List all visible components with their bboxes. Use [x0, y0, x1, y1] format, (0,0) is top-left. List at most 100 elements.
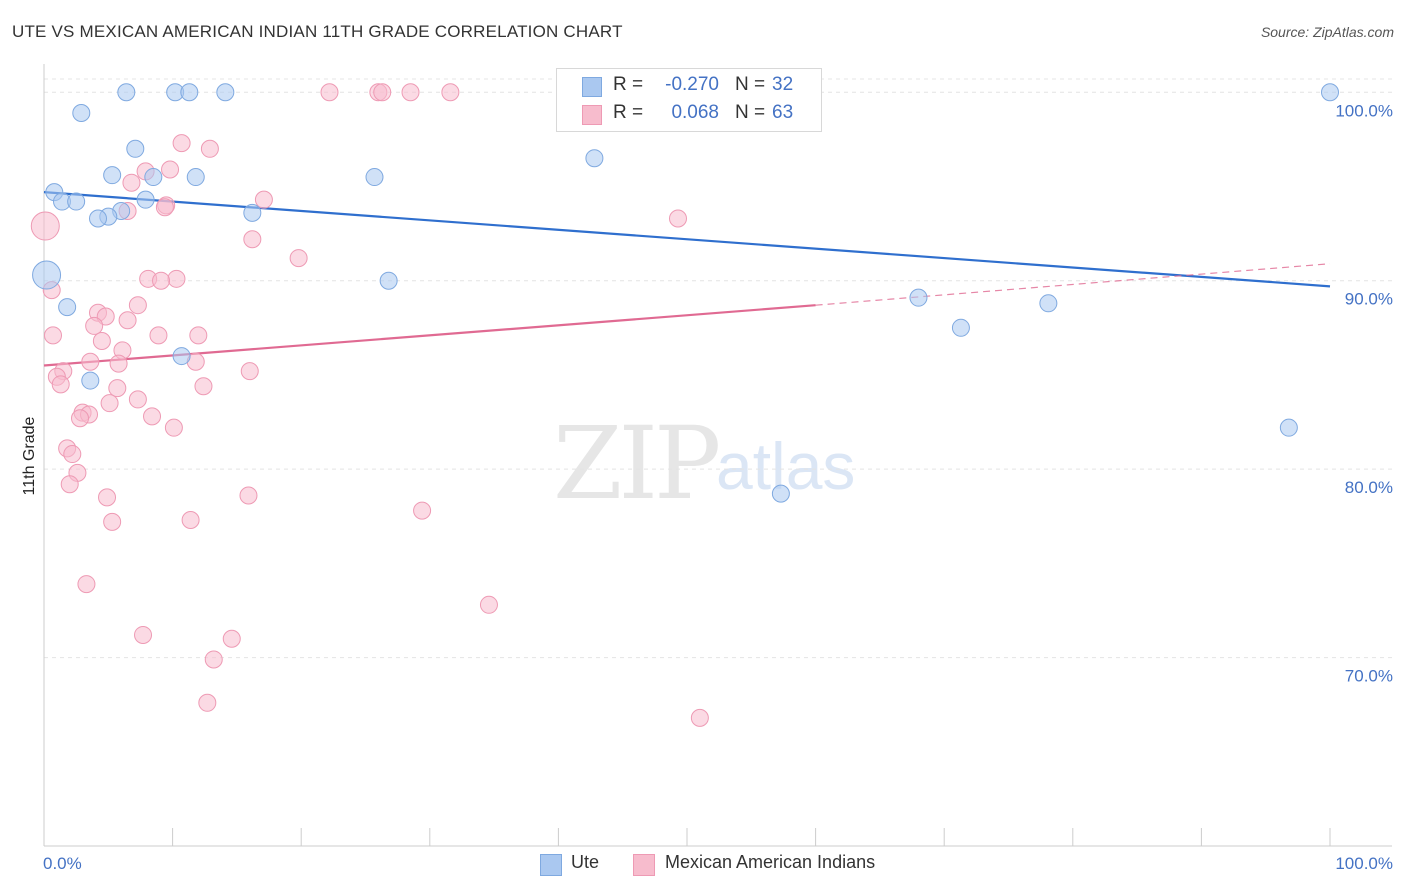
ute-point	[144, 168, 163, 187]
ute-r-value: -0.270	[665, 74, 719, 95]
mex-point	[77, 575, 96, 594]
x-tick-label: 0.0%	[43, 854, 82, 873]
ute-point	[103, 166, 122, 185]
ute-point	[951, 318, 970, 337]
mex-swatch	[582, 105, 602, 125]
ute-point	[379, 271, 398, 290]
ute-point	[117, 83, 136, 102]
mex-point	[204, 650, 223, 669]
y-tick-label: 90.0%	[1345, 290, 1393, 309]
mex-r-label: R =	[613, 102, 644, 123]
mex-trend-line	[43, 304, 816, 367]
mex-legend-label: Mexican American Indians	[665, 852, 876, 872]
mex-point	[30, 211, 60, 241]
mex-point	[152, 271, 171, 290]
mex-point	[134, 625, 153, 644]
tick-labels: 100.0% 90.0% 80.0% 70.0% 0.0% 100.0%	[43, 101, 1393, 873]
data-points	[30, 83, 1339, 727]
mex-point	[373, 83, 392, 102]
ute-point	[585, 149, 604, 168]
mex-point	[320, 83, 339, 102]
ute-point	[180, 83, 199, 102]
mex-point	[239, 486, 258, 505]
mex-r-value: 0.068	[671, 102, 719, 123]
ute-n-label: N =	[735, 74, 766, 95]
ute-point	[1279, 418, 1298, 437]
mex-point	[108, 379, 127, 398]
ute-r-label: R =	[613, 74, 644, 95]
mex-point	[149, 326, 168, 345]
mex-point	[240, 362, 259, 381]
mex-point	[143, 407, 162, 426]
mex-point	[479, 595, 498, 614]
chart-title: UTE VS MEXICAN AMERICAN INDIAN 11TH GRAD…	[12, 22, 623, 41]
trend-lines	[43, 191, 1331, 367]
mex-point	[51, 375, 70, 394]
mex-point	[109, 354, 128, 373]
mex-point	[690, 708, 709, 727]
mex-point	[401, 83, 420, 102]
mex-point	[181, 511, 200, 530]
mex-point	[85, 316, 104, 335]
mex-point	[289, 249, 308, 268]
source-label: Source: ZipAtlas.com	[1260, 24, 1394, 40]
mex-point	[63, 445, 82, 464]
mex-point	[441, 83, 460, 102]
mex-point	[71, 409, 90, 428]
ute-legend-label: Ute	[571, 852, 600, 872]
mex-point	[103, 512, 122, 531]
ute-legend-swatch	[540, 854, 562, 876]
mex-point	[81, 352, 100, 371]
mex-point	[222, 629, 241, 648]
mex-point	[167, 269, 186, 288]
mex-point	[200, 139, 219, 158]
mex-point	[194, 377, 213, 396]
mex-point	[198, 693, 217, 712]
ute-point	[216, 83, 235, 102]
mex-point	[189, 326, 208, 345]
ute-point	[909, 288, 928, 307]
ute-swatch	[582, 77, 602, 97]
mex-point	[155, 198, 174, 217]
mex-trend-extension	[815, 263, 1331, 306]
ute-point	[72, 103, 91, 122]
mex-point	[44, 326, 63, 345]
ute-point	[771, 484, 790, 503]
mex-point	[92, 331, 111, 350]
ute-point	[243, 203, 262, 222]
y-tick-label: 100.0%	[1335, 101, 1393, 120]
ute-trend-line	[43, 191, 1331, 288]
mex-point	[161, 160, 180, 179]
ute-point	[136, 190, 155, 209]
mex-point	[128, 296, 147, 315]
mex-point	[128, 390, 147, 409]
ute-point	[186, 168, 205, 187]
mex-point	[118, 311, 137, 330]
ute-point	[67, 192, 86, 211]
legend-row-mex: R = 0.068 N = 63	[557, 101, 821, 129]
y-axis-label: 11th Grade	[21, 416, 38, 495]
ute-point	[365, 168, 384, 187]
mex-point	[122, 173, 141, 192]
y-tick-label: 70.0%	[1345, 667, 1393, 686]
ute-point	[81, 371, 100, 390]
mex-legend-swatch	[633, 854, 655, 876]
ute-point	[89, 209, 108, 228]
mex-point	[413, 501, 432, 520]
mex-point	[164, 418, 183, 437]
ute-point	[58, 298, 77, 317]
ute-point	[32, 260, 62, 290]
mex-point	[243, 230, 262, 249]
mex-point	[100, 394, 119, 413]
y-tick-label: 80.0%	[1345, 478, 1393, 497]
mex-point	[98, 488, 117, 507]
ute-point	[1039, 294, 1058, 313]
ute-point	[172, 347, 191, 366]
mex-point	[668, 209, 687, 228]
axes	[43, 64, 1392, 847]
mex-point	[254, 190, 273, 209]
x-tick-label: 100.0%	[1335, 854, 1393, 873]
legend-row-ute: R = -0.270 N = 32	[557, 73, 821, 101]
ute-point	[1321, 83, 1339, 102]
